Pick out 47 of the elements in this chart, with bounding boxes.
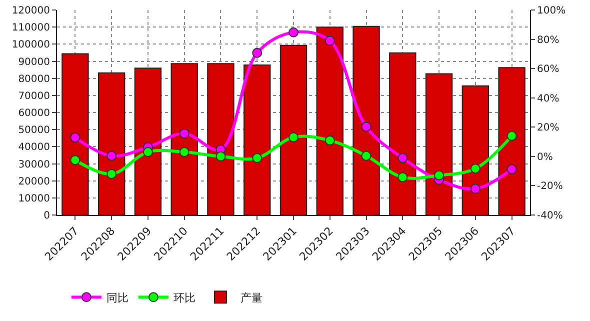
y-tick-label: 10000 bbox=[18, 193, 50, 204]
point bbox=[506, 130, 517, 141]
y-tick-label: 60000 bbox=[18, 108, 50, 119]
y2-tick-label: 80% bbox=[537, 34, 560, 46]
point bbox=[398, 172, 408, 182]
point bbox=[179, 128, 190, 138]
y-tick-label: 100000 bbox=[12, 40, 50, 51]
y2-tick-label: -20% bbox=[537, 181, 563, 192]
y-tick-label: 20000 bbox=[18, 176, 50, 188]
point bbox=[252, 48, 262, 58]
point bbox=[434, 170, 444, 180]
point bbox=[324, 36, 335, 46]
point bbox=[179, 147, 190, 158]
y-tick-label: 0 bbox=[44, 210, 50, 222]
y2-tick-label: 100% bbox=[537, 6, 566, 16]
y2-tick-label: 20% bbox=[537, 122, 560, 134]
y-tick-label: 70000 bbox=[18, 90, 50, 102]
point bbox=[361, 150, 372, 161]
point bbox=[398, 153, 408, 164]
point bbox=[361, 122, 372, 132]
point bbox=[106, 169, 117, 179]
legend-label: 环比 bbox=[173, 291, 196, 304]
y-tick-label: 120000 bbox=[12, 6, 50, 16]
y-tick-label: 90000 bbox=[18, 56, 50, 68]
point bbox=[288, 132, 298, 142]
point bbox=[288, 27, 298, 38]
y-tick-label: 110000 bbox=[12, 22, 50, 34]
y-tick-label: 40000 bbox=[18, 142, 50, 154]
point bbox=[252, 153, 262, 164]
legend-label: 同比 bbox=[106, 291, 128, 304]
y-tick-label: 80000 bbox=[18, 74, 50, 85]
point bbox=[470, 184, 480, 194]
point bbox=[106, 150, 117, 161]
point bbox=[142, 147, 153, 158]
legend-label: 产量 bbox=[240, 291, 262, 304]
y2-tick-label: 60% bbox=[537, 64, 560, 76]
point bbox=[216, 151, 226, 162]
y-tick-label: 50000 bbox=[18, 125, 50, 136]
y2-tick-label: -40% bbox=[537, 210, 563, 222]
y2-tick-label: 0% bbox=[537, 152, 553, 163]
y2-tick-label: 40% bbox=[537, 93, 560, 104]
point bbox=[506, 164, 517, 174]
point bbox=[70, 132, 80, 143]
point bbox=[470, 164, 480, 174]
point bbox=[324, 135, 335, 146]
point bbox=[70, 155, 80, 166]
y-tick-label: 30000 bbox=[18, 159, 50, 170]
